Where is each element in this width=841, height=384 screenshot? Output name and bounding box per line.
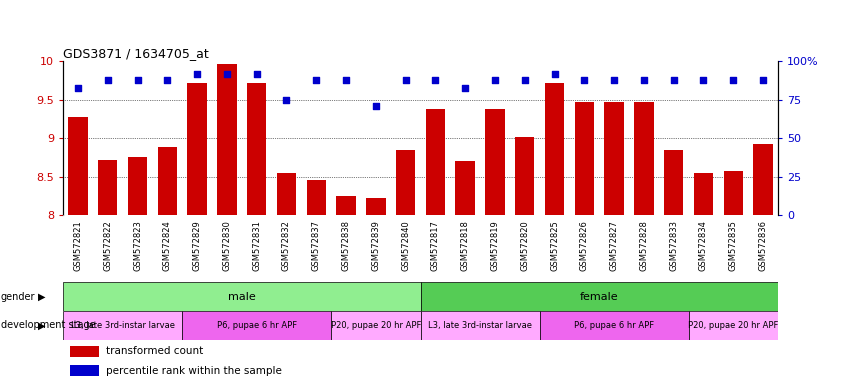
Text: GSM572828: GSM572828 [639,220,648,271]
Text: GSM572829: GSM572829 [193,220,202,271]
Text: GSM572824: GSM572824 [163,220,172,271]
Bar [157,147,177,215]
Point [578,77,591,83]
Bar [605,102,624,215]
Text: GSM572830: GSM572830 [222,220,231,271]
Point [280,97,294,103]
Text: male: male [228,291,256,302]
Bar [182,311,331,340]
Text: P6, pupae 6 hr APF: P6, pupae 6 hr APF [217,321,297,330]
Text: P20, pupae 20 hr APF: P20, pupae 20 hr APF [331,321,421,330]
Text: P20, pupae 20 hr APF: P20, pupae 20 hr APF [688,321,779,330]
Point [667,77,680,83]
Text: GSM572817: GSM572817 [431,220,440,271]
Point [161,77,174,83]
Text: GSM572820: GSM572820 [521,220,529,271]
Text: GSM572831: GSM572831 [252,220,262,271]
Bar [545,83,564,215]
Point [607,77,621,83]
Point [339,77,352,83]
Text: GSM572837: GSM572837 [312,220,320,271]
Text: GSM572825: GSM572825 [550,220,559,271]
Text: GSM572822: GSM572822 [103,220,112,271]
Point [309,77,323,83]
Bar [188,83,207,215]
Point [696,77,710,83]
Bar [128,157,147,215]
Bar [366,198,385,215]
Bar [63,311,182,340]
Bar [277,173,296,215]
Point [101,77,114,83]
Point [489,77,502,83]
Text: GSM572833: GSM572833 [669,220,678,271]
Point [518,77,532,83]
Bar [634,102,653,215]
Point [458,84,472,91]
Point [637,77,651,83]
Text: percentile rank within the sample: percentile rank within the sample [106,366,282,376]
Bar [68,117,87,215]
Point [71,84,85,91]
Bar [689,311,778,340]
Bar [664,150,684,215]
Bar [426,109,445,215]
Text: GSM572819: GSM572819 [490,220,500,271]
Text: L3, late 3rd-instar larvae: L3, late 3rd-instar larvae [71,321,175,330]
Bar [456,161,475,215]
Text: ▶: ▶ [39,320,45,331]
Text: GSM572823: GSM572823 [133,220,142,271]
Text: GSM572835: GSM572835 [729,220,738,271]
Text: female: female [580,291,618,302]
Bar [70,365,98,376]
Point [220,71,234,77]
Bar [574,102,594,215]
Bar [70,346,98,357]
Bar [98,160,118,215]
Bar [420,282,778,311]
Bar [336,196,356,215]
Bar [694,173,713,215]
Bar [247,83,267,215]
Point [429,77,442,83]
Point [727,77,740,83]
Text: P6, pupae 6 hr APF: P6, pupae 6 hr APF [574,321,654,330]
Bar [307,180,326,215]
Bar [63,282,420,311]
Text: GSM572827: GSM572827 [610,220,619,271]
Point [190,71,204,77]
Text: GSM572821: GSM572821 [73,220,82,271]
Text: GSM572818: GSM572818 [461,220,469,271]
Text: GDS3871 / 1634705_at: GDS3871 / 1634705_at [63,47,209,60]
Text: GSM572839: GSM572839 [372,220,380,271]
Text: GSM572840: GSM572840 [401,220,410,271]
Point [756,77,770,83]
Bar [331,311,420,340]
Point [369,103,383,109]
Text: GSM572826: GSM572826 [579,220,589,271]
Text: GSM572834: GSM572834 [699,220,708,271]
Text: GSM572836: GSM572836 [759,220,768,271]
Bar [396,150,415,215]
Point [399,77,412,83]
Point [131,77,145,83]
Text: GSM572832: GSM572832 [282,220,291,271]
Bar [515,137,534,215]
Point [547,71,561,77]
Point [250,71,263,77]
Text: transformed count: transformed count [106,346,204,356]
Bar [420,311,540,340]
Bar [754,144,773,215]
Text: gender: gender [1,291,35,302]
Text: GSM572838: GSM572838 [341,220,351,271]
Text: development stage: development stage [1,320,96,331]
Text: ▶: ▶ [39,291,45,302]
Bar [540,311,689,340]
Bar [723,171,743,215]
Bar [217,64,236,215]
Text: L3, late 3rd-instar larvae: L3, late 3rd-instar larvae [428,321,532,330]
Bar [485,109,505,215]
